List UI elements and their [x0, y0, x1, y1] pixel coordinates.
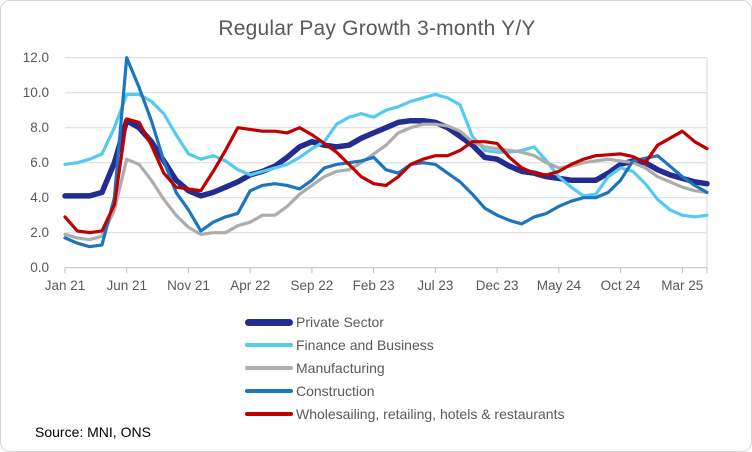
legend-label: Finance and Business: [296, 337, 434, 353]
series-line-manufacturing: [63, 122, 709, 242]
legend-swatch-icon: [245, 388, 293, 394]
legend-swatch-icon: [245, 365, 293, 371]
x-axis-label: May 24: [536, 278, 581, 293]
legend-label: Private Sector: [296, 314, 384, 330]
x-axis-label: Sep 22: [290, 278, 334, 293]
chart-title: Regular Pay Growth 3-month Y/Y: [218, 17, 536, 40]
x-axis-label: Jul 23: [417, 278, 454, 293]
legend-label: Construction: [296, 383, 375, 399]
x-axis-label: Nov 21: [167, 278, 210, 293]
legend-item-construction: Construction: [245, 382, 564, 400]
x-axis-label: Dec 23: [475, 278, 519, 293]
y-axis-label: 6.0: [30, 154, 49, 170]
y-axis-label: 2.0: [30, 224, 49, 240]
legend-swatch-icon: [245, 342, 293, 348]
y-axis-label: 12.0: [22, 49, 49, 65]
legend-label: Manufacturing: [296, 360, 385, 376]
y-axis-label: 0.0: [30, 259, 49, 275]
x-axis-label: Mar 25: [661, 278, 704, 293]
legend-swatch-icon: [245, 411, 293, 417]
series-line-finance-and-business: [63, 92, 709, 219]
x-axis-label: Apr 22: [230, 278, 271, 293]
y-axis-label: 4.0: [30, 189, 49, 205]
y-axis-label: 8.0: [30, 119, 49, 135]
legend-item-manufacturing: Manufacturing: [245, 359, 564, 377]
x-axis-label: Jun 21: [106, 278, 147, 293]
legend: Private Sector Finance and Business Manufa…: [245, 313, 564, 428]
legend-item-finance-and-business: Finance and Business: [245, 336, 564, 354]
y-axis-label: 10.0: [22, 84, 49, 100]
legend-item-wholesailing-retailing-hotels-restaurants: Wholesailing, retailing, hotels & restau…: [245, 405, 564, 423]
legend-label: Wholesailing, retailing, hotels & restau…: [296, 406, 565, 422]
x-axis-label: Oct 24: [600, 278, 641, 293]
series-line-construction: [63, 56, 709, 249]
legend-swatch-icon: [245, 318, 293, 326]
series-line-private-sector: [62, 117, 710, 199]
x-axis-label: Jan 21: [44, 278, 86, 293]
legend-item-private-sector: Private Sector: [245, 313, 564, 331]
x-axis-label: Feb 23: [352, 278, 395, 293]
source-note: Source: MNI, ONS: [35, 424, 151, 440]
series-line-wholesailing-retailing-hotels-restaurants: [63, 117, 709, 235]
